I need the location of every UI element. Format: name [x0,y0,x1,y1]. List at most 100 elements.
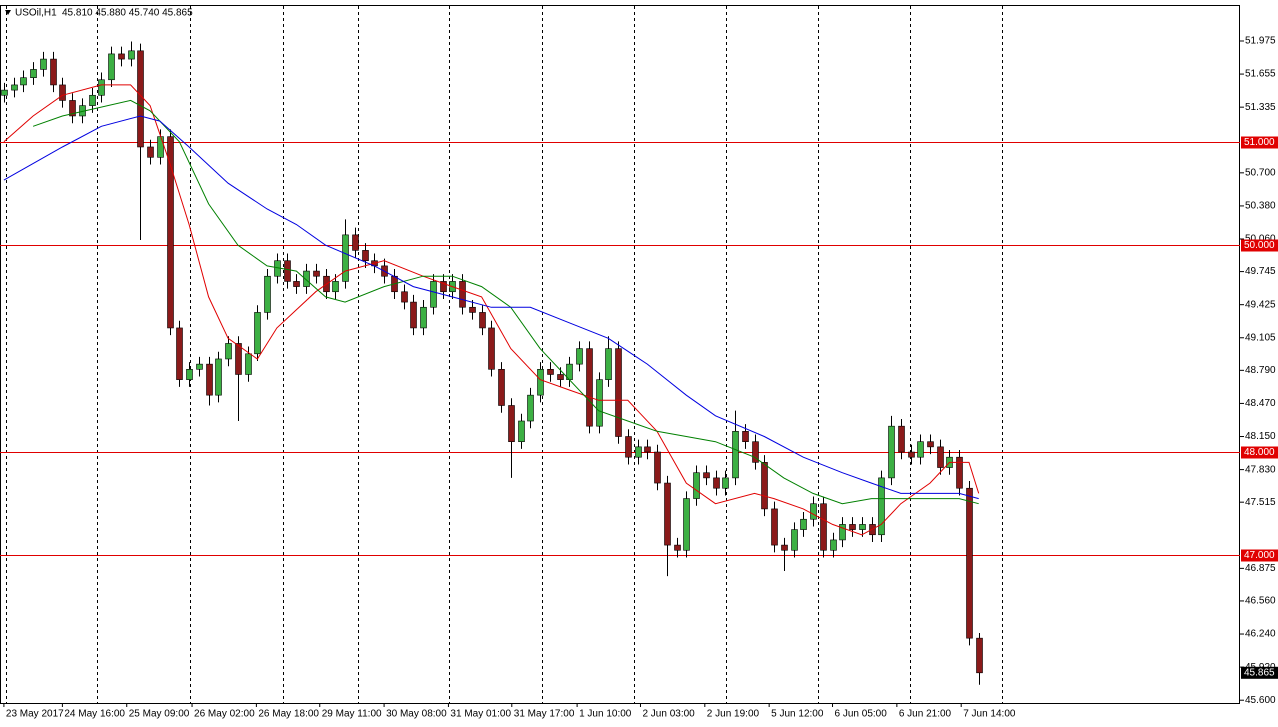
candle-body [1,89,8,96]
y-tick-label: 49.745 [1245,266,1276,277]
candle-body [245,353,252,375]
y-tick-label: 51.975 [1245,36,1276,47]
x-tick-label: 6 Jun 05:00 [835,709,888,720]
candle-body [420,306,427,329]
x-tick-label: 31 May 01:00 [450,709,511,720]
candle-body [225,343,232,360]
candle-body [742,431,749,442]
candle-body [820,503,827,551]
y-tick-label: 51.655 [1245,69,1276,80]
y-tick-label: 50.380 [1245,201,1276,212]
y-tick-label: 49.425 [1245,299,1276,310]
candle-body [586,348,593,427]
x-tick-label: 23 May 2017 [6,709,64,720]
candle-body [605,348,612,380]
candle-body [635,446,642,458]
candle-body [683,498,690,551]
x-tick-label: 7 Jun 14:00 [963,709,1016,720]
candle-body [927,441,934,448]
x-tick-label: 5 Jun 12:00 [771,709,824,720]
candle-body [956,456,963,489]
candle-body [362,250,369,262]
candle-body [888,425,895,479]
candle-body [722,477,729,489]
candle-body [264,275,271,313]
candle-body [644,446,651,453]
y-tick-label: 51.335 [1245,102,1276,113]
y-tick-label: 48.150 [1245,431,1276,442]
y-tick-label: 50.700 [1245,167,1276,178]
candle-body [771,508,778,546]
candle-body [342,234,349,282]
candle-body [508,405,515,442]
candle-body [469,306,476,313]
last-price-box [1241,666,1278,679]
candle-body [430,281,437,308]
chart-title: USOil,H1 [15,8,57,19]
candle-body [196,363,203,370]
candle-body [313,270,320,277]
candle-body [654,451,661,484]
candle-body [878,477,885,536]
candle-body [11,84,18,91]
candle-body [293,281,300,287]
candle-body [810,503,817,520]
candle-body [59,84,66,101]
y-tick-label: 46.560 [1245,596,1276,607]
level-label: 47.000 [1244,550,1275,561]
candle-body [284,260,291,282]
candle-body [332,281,339,293]
candle-body [537,369,544,396]
candle-body [781,544,788,551]
candle-body [235,343,242,375]
x-tick-label: 26 May 18:00 [258,709,319,720]
candle-body [137,50,144,148]
x-tick-label: 1 Jun 10:00 [579,709,632,720]
candle-body [30,69,37,78]
day-separators [6,6,1003,703]
moving-average [3,84,980,536]
candle-body [908,451,915,458]
candle-body [761,462,768,510]
y-tick-label: 50.060 [1245,234,1276,245]
x-tick-label: 24 May 16:00 [64,709,125,720]
candle-body [157,136,164,158]
level-label-box [1241,239,1278,252]
x-tick-label: 29 May 11:00 [322,709,382,720]
moving-average [3,115,979,500]
candle-body [215,358,222,396]
candle-body [917,441,924,458]
level-label-box [1241,549,1278,562]
candle-body [147,146,154,158]
candle-body [352,234,359,251]
candle-body [557,374,564,380]
candle-body [713,477,720,489]
candle-body [401,291,408,303]
candle-body [479,312,486,329]
candle-body [459,281,466,308]
level-label: 48.000 [1244,447,1275,458]
candle-body [498,369,505,406]
x-tick-label: 25 May 09:00 [129,709,190,720]
level-label: 50.000 [1244,240,1275,251]
candle-body [40,58,47,70]
candle-body [664,482,671,546]
level-label-box [1241,136,1278,149]
candle-body [527,394,534,422]
y-tick-label: 49.105 [1245,332,1276,343]
candle-body [674,544,681,551]
candle-body [488,327,495,370]
candle-body [791,529,798,551]
y-tick-label: 47.515 [1245,497,1276,508]
candle-body [839,524,846,541]
quote: 45.810 45.880 45.740 45.865 [62,8,193,19]
candle-body [167,136,174,329]
candle-body [108,53,115,81]
candle-body [966,487,973,639]
candle-body [937,446,944,468]
moving-average [32,99,979,505]
candle-body [615,348,622,437]
candle-body [69,100,76,117]
candle-body [303,270,310,287]
